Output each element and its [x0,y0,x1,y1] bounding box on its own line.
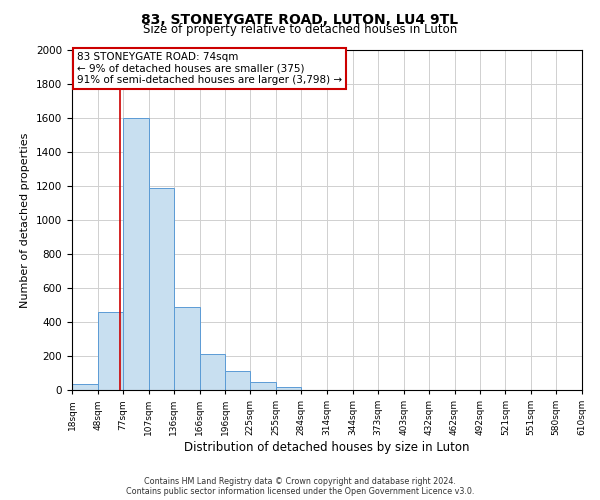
Bar [72,384,98,390]
X-axis label: Distribution of detached houses by size in Luton: Distribution of detached houses by size … [184,441,470,454]
Y-axis label: Number of detached properties: Number of detached properties [20,132,31,308]
Bar [226,372,250,390]
Bar [276,386,301,390]
Bar [199,354,226,390]
Text: 83, STONEYGATE ROAD, LUTON, LU4 9TL: 83, STONEYGATE ROAD, LUTON, LU4 9TL [142,12,458,26]
Bar [173,306,199,390]
Bar [250,382,276,390]
Text: 83 STONEYGATE ROAD: 74sqm
← 9% of detached houses are smaller (375)
91% of semi-: 83 STONEYGATE ROAD: 74sqm ← 9% of detach… [77,52,342,85]
Bar [123,118,149,390]
Bar [98,312,123,390]
Text: Size of property relative to detached houses in Luton: Size of property relative to detached ho… [143,22,457,36]
Bar [149,188,173,390]
Text: Contains HM Land Registry data © Crown copyright and database right 2024.
Contai: Contains HM Land Registry data © Crown c… [126,476,474,496]
